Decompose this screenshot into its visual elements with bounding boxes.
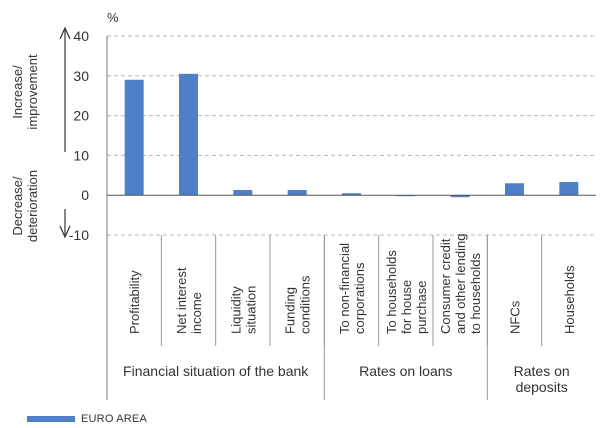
bar: [342, 193, 361, 196]
category-label: To households: [384, 250, 399, 334]
bar: [124, 79, 144, 196]
group-label: Rates on: [514, 363, 570, 379]
legend: EURO AREA: [27, 413, 147, 425]
category-label: to households: [468, 253, 483, 334]
bar: [505, 183, 524, 196]
category-label: Liquidity: [228, 286, 243, 334]
category-label: corporations: [352, 262, 367, 334]
legend-swatch: [27, 416, 75, 422]
group-label: deposits: [516, 379, 568, 395]
bar: [287, 190, 307, 196]
category-label: purchase: [414, 281, 429, 334]
y-axis-unit: %: [107, 10, 119, 25]
y-tick-label: 20: [73, 108, 89, 124]
category-label: Households: [562, 265, 577, 334]
category-label: income: [189, 292, 204, 334]
category-label: for house: [399, 280, 414, 334]
category-label: conditions: [298, 275, 313, 334]
increase-label: improvement: [25, 54, 40, 130]
category-label: To non-financial: [337, 243, 352, 334]
y-tick-label: 40: [73, 28, 89, 44]
category-label: Profitability: [127, 270, 142, 334]
group-label: Financial situation of the bank: [123, 363, 309, 379]
y-tick-label: -10: [69, 227, 89, 243]
category-label: Funding: [283, 287, 298, 334]
decrease-label: deterioration: [25, 170, 40, 242]
up-arrow-head: [59, 26, 71, 40]
bar: [450, 195, 470, 198]
y-tick-label: 10: [73, 147, 89, 163]
bar: [559, 182, 579, 196]
category-label: Consumer credit: [438, 238, 453, 334]
y-tick-label: 30: [73, 68, 89, 84]
bar: [233, 190, 253, 196]
bar: [179, 73, 198, 196]
category-label: NFCs: [508, 300, 523, 334]
increase-label: Increase/: [10, 65, 25, 119]
category-label: Net interest: [174, 267, 189, 334]
down-arrow-head: [59, 225, 71, 239]
category-label: and other lending: [453, 234, 468, 334]
group-label: Rates on loans: [359, 363, 452, 379]
legend-label: EURO AREA: [81, 413, 147, 425]
category-label: situation: [243, 286, 258, 334]
y-tick-label: 0: [81, 187, 89, 203]
decrease-label: Decrease/: [10, 176, 25, 236]
